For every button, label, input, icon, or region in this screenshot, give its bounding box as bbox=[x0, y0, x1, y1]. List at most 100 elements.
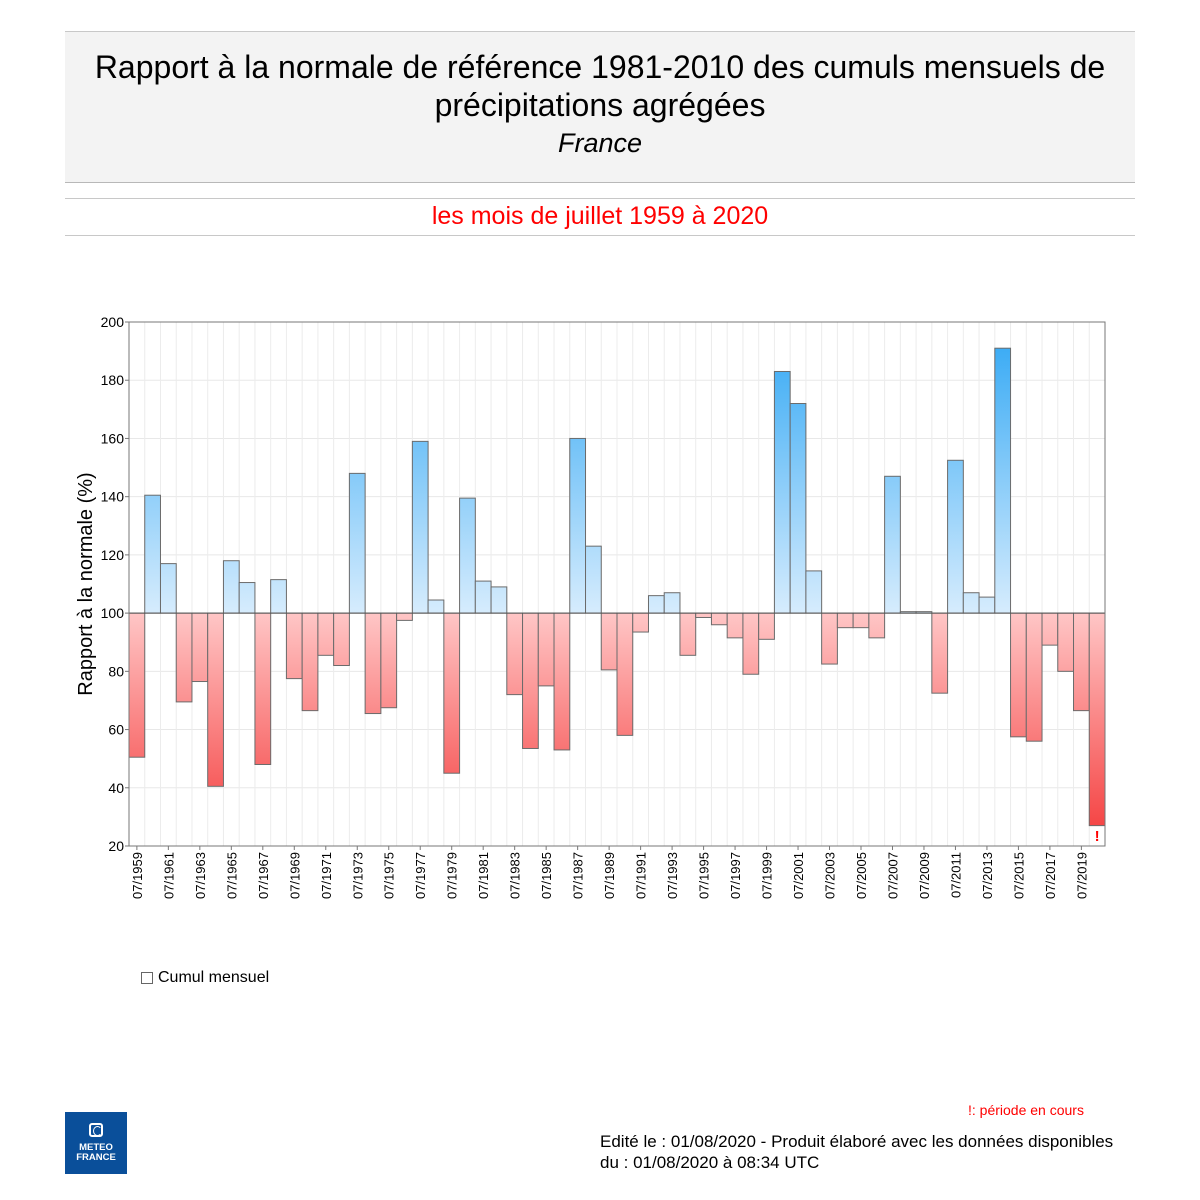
bar-07/1982 bbox=[490, 586, 508, 614]
x-tick-label: 07/2019 bbox=[1074, 852, 1089, 899]
bar-07/1992 bbox=[647, 595, 665, 614]
bar-07/1959 bbox=[128, 612, 146, 758]
x-tick-label: 07/1981 bbox=[476, 852, 491, 899]
x-tick-label: 07/1991 bbox=[634, 852, 649, 899]
x-tick-label: 07/2013 bbox=[980, 852, 995, 899]
logo-icon bbox=[89, 1123, 103, 1137]
legend-swatch bbox=[141, 972, 153, 984]
x-tick-label: 07/1971 bbox=[319, 852, 334, 899]
x-tick-label: 07/2011 bbox=[948, 852, 963, 898]
x-tick-label: 07/1979 bbox=[445, 852, 460, 899]
x-tick-label: 07/2001 bbox=[791, 852, 806, 899]
bar-07/1973 bbox=[348, 472, 366, 614]
plot-frame bbox=[128, 321, 1106, 847]
y-tick-label: 200 bbox=[101, 314, 125, 330]
bar-07/1987 bbox=[569, 437, 587, 614]
bar-07/1988 bbox=[585, 545, 602, 614]
bar-07/1965 bbox=[222, 560, 240, 614]
meteo-france-logo: METEO FRANCE bbox=[65, 1112, 127, 1174]
bar-07/2015 bbox=[1010, 612, 1027, 738]
x-tick-label: 07/1995 bbox=[697, 852, 712, 899]
region-subtitle: France bbox=[557, 128, 643, 158]
bar-07/1972 bbox=[333, 612, 350, 667]
legend-label: Cumul mensuel bbox=[158, 969, 270, 986]
period-label: les mois de juillet 1959 à 2020 bbox=[431, 202, 769, 230]
bar-07/1981 bbox=[474, 580, 492, 614]
bar-07/1961 bbox=[159, 563, 177, 614]
x-tick-label: 07/1983 bbox=[508, 852, 523, 899]
bar-07/1980 bbox=[459, 497, 476, 614]
bar-07/1986 bbox=[553, 612, 571, 751]
x-tick-label: 07/1963 bbox=[193, 852, 208, 899]
x-tick-label: 07/2009 bbox=[917, 852, 932, 899]
x-tick-label: 07/1999 bbox=[760, 852, 775, 899]
bar-07/2006 bbox=[868, 612, 886, 639]
bar-07/1998 bbox=[742, 612, 760, 675]
x-tick-label: 07/1973 bbox=[350, 852, 365, 899]
edition-info: Edité le : 01/08/2020 - Produit élaboré … bbox=[600, 1132, 1114, 1172]
bar-07/2001 bbox=[789, 403, 807, 614]
y-tick-label: 40 bbox=[108, 780, 124, 796]
y-tick-label: 160 bbox=[101, 430, 125, 446]
bar-07/1976 bbox=[396, 612, 413, 621]
bar-07/2020 bbox=[1088, 612, 1106, 827]
x-tick-label: 07/2017 bbox=[1043, 852, 1058, 899]
x-tick-label: 07/1961 bbox=[161, 852, 176, 899]
chart-title: Rapport à la normale de référence 1981-2… bbox=[94, 49, 1106, 123]
x-tick-label: 07/2007 bbox=[885, 852, 900, 899]
bar-07/2004 bbox=[836, 612, 854, 629]
x-tick-label: 07/1989 bbox=[602, 852, 617, 899]
x-tick-label: 07/1993 bbox=[665, 852, 680, 899]
bar-07/1971 bbox=[317, 612, 335, 656]
axes: 20 40 60 80 100 120 140 160 180 200 07/1959 07/1961… bbox=[101, 314, 1106, 899]
bar-07/1964 bbox=[207, 612, 224, 787]
bar-07/1963 bbox=[191, 612, 209, 683]
y-tick-label: 20 bbox=[108, 838, 124, 854]
y-tick-label: 60 bbox=[108, 722, 124, 738]
bar-07/1968 bbox=[270, 579, 287, 614]
bar-07/1994 bbox=[679, 612, 697, 656]
bar-07/1960 bbox=[144, 494, 161, 614]
bar-07/2019 bbox=[1073, 612, 1090, 712]
bar-07/2005 bbox=[852, 612, 870, 629]
legend: Cumul mensuel bbox=[141, 969, 269, 987]
bar-07/2012 bbox=[962, 592, 980, 614]
x-tick-label: 07/1987 bbox=[571, 852, 586, 899]
x-tick-label: 07/1977 bbox=[413, 852, 428, 899]
x-tick-label: 07/2003 bbox=[823, 852, 838, 899]
bar-07/2014 bbox=[994, 347, 1012, 614]
bar-07/1974 bbox=[364, 612, 382, 715]
title-panel: Rapport à la normale de référence 1981-2… bbox=[65, 31, 1135, 183]
x-tick-label: 07/2005 bbox=[854, 852, 869, 899]
bar-07/1969 bbox=[285, 612, 303, 680]
bar-07/1979 bbox=[443, 612, 461, 774]
x-tick-label: 07/1965 bbox=[224, 852, 239, 899]
grid bbox=[128, 321, 1106, 847]
bar-07/1985 bbox=[537, 612, 555, 687]
bar-07/1984 bbox=[522, 612, 539, 749]
y-tick-label: 180 bbox=[101, 372, 125, 388]
bar-07/1970 bbox=[301, 612, 319, 712]
bar-07/1996 bbox=[710, 612, 728, 626]
bar-07/1983 bbox=[506, 612, 524, 696]
bar-07/2010 bbox=[931, 612, 949, 694]
bar-07/1995 bbox=[695, 612, 712, 618]
x-tick-label: 07/1997 bbox=[728, 852, 743, 899]
x-tick-label: 07/1959 bbox=[130, 852, 145, 899]
bar-07/2016 bbox=[1025, 612, 1043, 742]
bar-07/1999 bbox=[758, 612, 775, 640]
bar-07/1967 bbox=[254, 612, 272, 765]
y-tick-label: 100 bbox=[101, 605, 125, 621]
logo-text-2: FRANCE bbox=[76, 1152, 116, 1163]
bar-07/2007 bbox=[884, 475, 901, 614]
bar-07/2000 bbox=[773, 370, 791, 614]
bar-07/2003 bbox=[821, 612, 838, 665]
bar-07/1978 bbox=[427, 599, 445, 614]
bar-07/1991 bbox=[632, 612, 649, 633]
y-tick-label: 80 bbox=[108, 663, 124, 679]
bar-07/1989 bbox=[600, 612, 618, 671]
x-tick-label: 07/1969 bbox=[287, 852, 302, 899]
bar-07/1966 bbox=[238, 582, 256, 614]
bar-07/1993 bbox=[663, 592, 681, 614]
